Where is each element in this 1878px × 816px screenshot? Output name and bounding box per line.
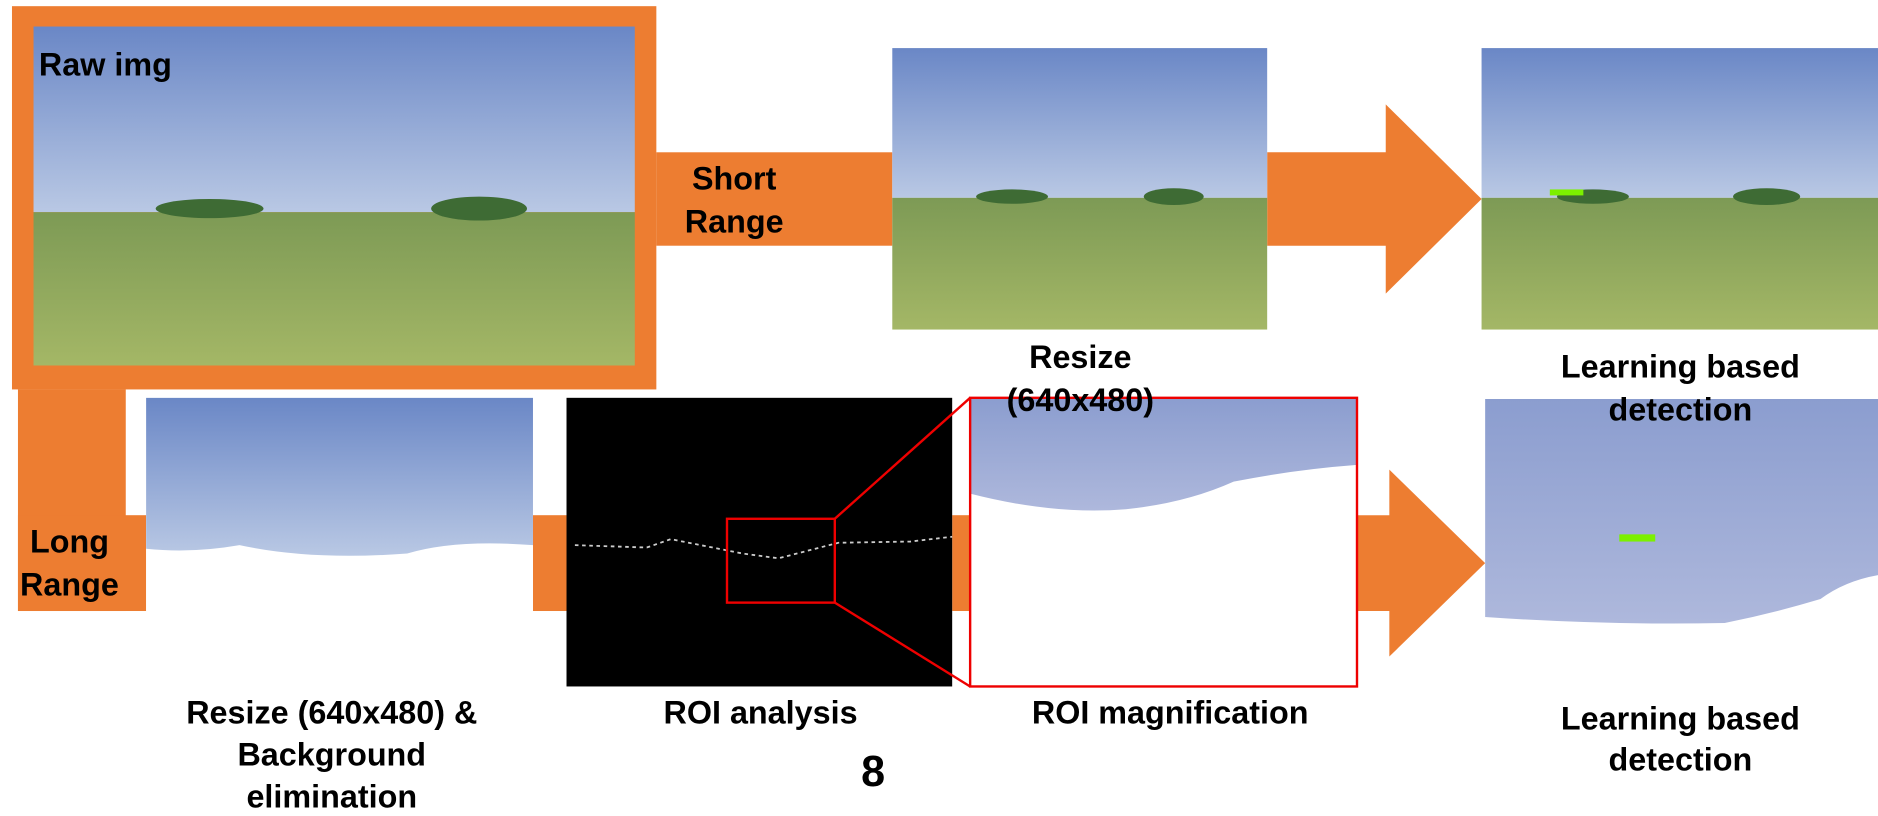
short-arrow (1267, 104, 1481, 293)
band (952, 515, 970, 611)
roi-analysis-image (567, 398, 953, 687)
label: Background (237, 737, 426, 773)
background-eliminated-image (146, 398, 533, 611)
detection-long-image (1485, 399, 1878, 624)
label: elimination (246, 778, 417, 814)
label: Learning based (1561, 348, 1800, 384)
label: Range (20, 566, 119, 602)
long-arrow (1357, 470, 1485, 657)
label: ROI analysis (664, 695, 858, 731)
label: Range (685, 204, 784, 240)
label: Short (692, 160, 777, 196)
pipeline-diagram: Raw img Short Range Long Range Resize (640x48… (0, 0, 1878, 816)
label: Long (30, 523, 109, 559)
band (533, 515, 567, 611)
label: Learning based (1561, 701, 1800, 737)
label: (640x480) (1007, 382, 1154, 418)
label: Raw img (39, 47, 172, 83)
label: Resize (640x480) & (186, 695, 477, 731)
label: Resize (1029, 339, 1131, 375)
detection-image (1482, 48, 1878, 329)
label: ROI magnification (1032, 695, 1309, 731)
roi-magnification-image (970, 398, 1357, 687)
label: detection (1609, 741, 1753, 777)
label: detection (1609, 392, 1753, 428)
label: 8 (861, 748, 885, 796)
resized-image (892, 48, 1267, 329)
